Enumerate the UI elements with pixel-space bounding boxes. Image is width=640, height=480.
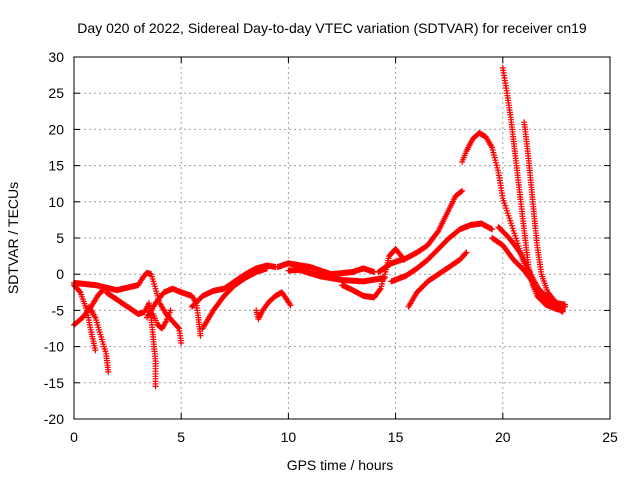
series-arc-n [375,187,466,275]
series-markers [521,119,568,310]
series-arc-o [388,220,496,285]
y-axis-label: SDTVAR / TECUs [5,182,21,294]
y-tick-label: -5 [52,302,65,318]
x-tick-label: 5 [177,429,185,445]
series-arc-g [150,307,174,332]
series-arc-j [253,289,294,323]
series-markers [495,224,566,315]
y-tick-label: 0 [56,266,64,282]
series-markers [150,307,174,332]
series-markers [86,303,112,375]
y-tick-label: 15 [48,158,64,174]
x-tick-label: 25 [602,429,618,445]
series-arc-k [274,260,378,278]
series-arc-p [405,249,470,310]
series-markers [339,245,408,301]
series-markers [459,130,568,308]
series-markers [103,289,159,390]
series-arc-u [495,224,566,315]
series-markers [285,266,388,285]
y-tick-label: -10 [44,339,64,355]
x-axis-label: GPS time / hours [287,457,394,473]
y-tick-label: -15 [44,375,64,391]
series-markers [405,249,470,310]
y-tick-label: 5 [56,230,64,246]
x-tick-label: 0 [70,429,78,445]
series-markers [253,289,294,323]
y-tick-label: 20 [48,121,64,137]
series-arc-m [339,245,408,301]
series-arc-l [285,266,388,285]
y-tick-label: 25 [48,85,64,101]
x-tick-label: 10 [281,429,297,445]
series-arc-q [459,130,568,308]
y-tick-label: 10 [48,194,64,210]
series-arc-e [103,289,159,390]
y-tick-label: -20 [44,411,64,427]
y-tick-label: 30 [48,49,64,65]
grid-lines [74,57,610,419]
axis-ticks: 0 5 10 15 20 25 -20 -15 -10 -5 0 5 10 15 20 25 30 [44,49,618,445]
series-markers [388,220,496,285]
series-arc-i [199,265,270,332]
series-arc-c [86,303,112,375]
series-arc-s [521,119,568,310]
chart-title: Day 020 of 2022, Sidereal Day-to-day VTE… [77,20,587,36]
x-tick-label: 20 [495,429,511,445]
series-markers [375,187,466,275]
series-markers [274,260,378,278]
data-marks [71,64,568,390]
series-markers [199,265,270,332]
x-tick-label: 15 [388,429,404,445]
